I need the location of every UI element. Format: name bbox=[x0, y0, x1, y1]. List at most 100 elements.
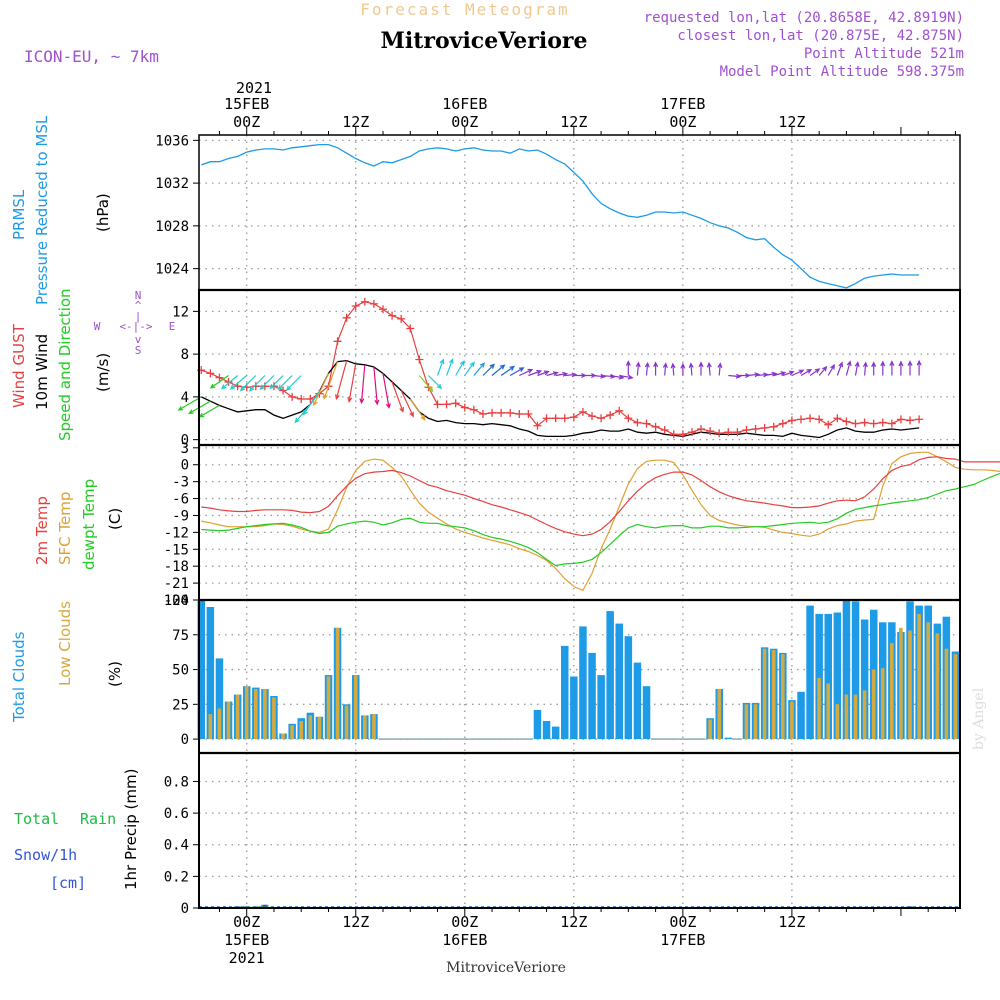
top-hour-label: 12Z bbox=[342, 113, 369, 131]
gust-marker bbox=[678, 430, 687, 439]
temperature-panel: 30-3-6-9-12-15-18-21-24 bbox=[164, 441, 1000, 609]
gust-marker bbox=[796, 415, 805, 424]
wind-direction-arrow bbox=[717, 362, 723, 376]
top-hour-label: 00Z bbox=[669, 113, 696, 131]
location-title: MitroviceVeriore bbox=[381, 28, 588, 54]
temp-unit-label: (C) bbox=[106, 508, 124, 530]
wind-direction-arrow bbox=[644, 361, 650, 376]
y-tick-label: 0.2 bbox=[164, 869, 189, 885]
gust-marker bbox=[451, 399, 460, 408]
low-cloud-bar bbox=[862, 690, 867, 740]
bottom-year-label: 2021 bbox=[229, 949, 265, 967]
y-tick-label: -12 bbox=[164, 525, 189, 541]
sfc-temp-line bbox=[201, 451, 1000, 592]
gust-marker bbox=[906, 416, 915, 425]
point-altitude: Point Altitude 521m bbox=[804, 46, 964, 62]
total-cloud-bar bbox=[851, 601, 860, 740]
compass-east: E bbox=[169, 320, 176, 333]
dewpt-temp-line bbox=[201, 472, 1000, 567]
top-day-label: 15FEB bbox=[224, 95, 269, 113]
gust-marker bbox=[488, 408, 497, 417]
total-cloud-bar bbox=[570, 676, 578, 740]
y-tick-label: 0 bbox=[181, 732, 189, 748]
y-tick-label: 3 bbox=[181, 441, 189, 457]
top-year-label: 2021 bbox=[236, 79, 272, 97]
requested-coordinates: requested lon,lat (20.8658E, 42.8919N) bbox=[644, 10, 964, 26]
low-cloud-bar bbox=[317, 716, 322, 740]
low-cloud-bar bbox=[353, 675, 358, 740]
gust-marker bbox=[706, 427, 715, 436]
precip-total-label: Total bbox=[14, 810, 59, 828]
gust-marker bbox=[397, 314, 406, 323]
low-cloud-bar bbox=[254, 689, 258, 740]
total-cloud-bar bbox=[833, 612, 842, 740]
bottom-day-label: 15FEB bbox=[224, 931, 269, 949]
gust-marker bbox=[887, 419, 896, 428]
gust-marker bbox=[288, 392, 297, 401]
gust-marker bbox=[724, 428, 733, 437]
pressure-unit-label: (hPa) bbox=[94, 193, 112, 232]
model-point-altitude: Model Point Altitude 598.375m bbox=[720, 64, 964, 80]
wind-direction-arrow bbox=[239, 375, 257, 392]
gust-marker bbox=[842, 417, 851, 426]
wind-direction-arrow bbox=[491, 364, 506, 376]
total-clouds-label: Total Clouds bbox=[10, 631, 28, 723]
wind-direction-arrow bbox=[546, 371, 559, 377]
precip-snow-label: Snow/1h bbox=[14, 846, 77, 864]
low-cloud-bar bbox=[335, 627, 340, 740]
model-name: ICON-EU, ~ 7km bbox=[24, 47, 159, 66]
gust-marker bbox=[869, 419, 878, 428]
wind-direction-arrow bbox=[555, 371, 569, 377]
top-hour-label: 00Z bbox=[451, 113, 478, 131]
low-cloud-bar bbox=[272, 697, 276, 740]
wind-direction-arrow bbox=[564, 372, 578, 378]
y-tick-label: 1024 bbox=[155, 262, 189, 278]
2m-temp-line bbox=[201, 456, 1000, 537]
wind-direction-arrow bbox=[418, 375, 434, 393]
wind-compass: N ^ | <-|-> v S W E bbox=[94, 289, 176, 357]
total-cloud-bar bbox=[842, 600, 851, 740]
bottom-day-label: 17FEB bbox=[660, 931, 705, 949]
snow-precip-bar bbox=[263, 904, 267, 908]
low-cloud-bar bbox=[753, 704, 758, 740]
gust-marker bbox=[206, 369, 215, 378]
wind-direction-arrow bbox=[809, 368, 821, 376]
y-tick-label: 25 bbox=[172, 697, 189, 713]
gust-marker bbox=[715, 429, 724, 438]
low-cloud-bar bbox=[944, 648, 949, 740]
wind-direction-arrow bbox=[635, 361, 641, 376]
wind-direction-arrow bbox=[347, 363, 357, 403]
low-cloud-bar bbox=[917, 613, 921, 740]
gust-marker bbox=[760, 423, 769, 432]
gust-marker bbox=[815, 415, 824, 424]
low-cloud-bar bbox=[835, 704, 840, 740]
gust-marker bbox=[360, 297, 369, 306]
y-tick-label: 0 bbox=[181, 433, 189, 449]
wind-direction-arrow bbox=[473, 362, 486, 376]
bottom-hour-label: 00Z bbox=[451, 913, 478, 931]
wind-direction-arrow bbox=[880, 360, 886, 376]
pressure-panel: 1036 1032 1028 1024 bbox=[155, 133, 960, 290]
compass-v2: | bbox=[135, 310, 142, 323]
precip-snow-unit-label: [cm] bbox=[50, 874, 86, 892]
gust-marker bbox=[578, 407, 587, 416]
wind-direction-arrow bbox=[827, 363, 835, 376]
bottom-hour-label: 12Z bbox=[560, 913, 587, 931]
low-cloud-bar bbox=[790, 701, 794, 740]
bottom-hour-label: 12Z bbox=[778, 913, 805, 931]
gust-marker bbox=[806, 414, 815, 423]
wind-direction-arrow bbox=[500, 365, 516, 376]
wind-direction-arrow bbox=[680, 362, 686, 376]
gust-marker bbox=[351, 302, 360, 311]
total-cloud-bar bbox=[561, 645, 569, 740]
gust-marker bbox=[215, 373, 224, 382]
low-cloud-bar bbox=[880, 668, 885, 740]
total-cloud-bar bbox=[797, 691, 805, 740]
total-cloud-bar bbox=[806, 605, 814, 740]
gust-marker bbox=[606, 411, 615, 420]
gust-marker bbox=[697, 424, 706, 433]
low-cloud-bar bbox=[344, 705, 349, 740]
wind-direction-arrow bbox=[836, 361, 843, 376]
gust-marker bbox=[569, 413, 578, 422]
